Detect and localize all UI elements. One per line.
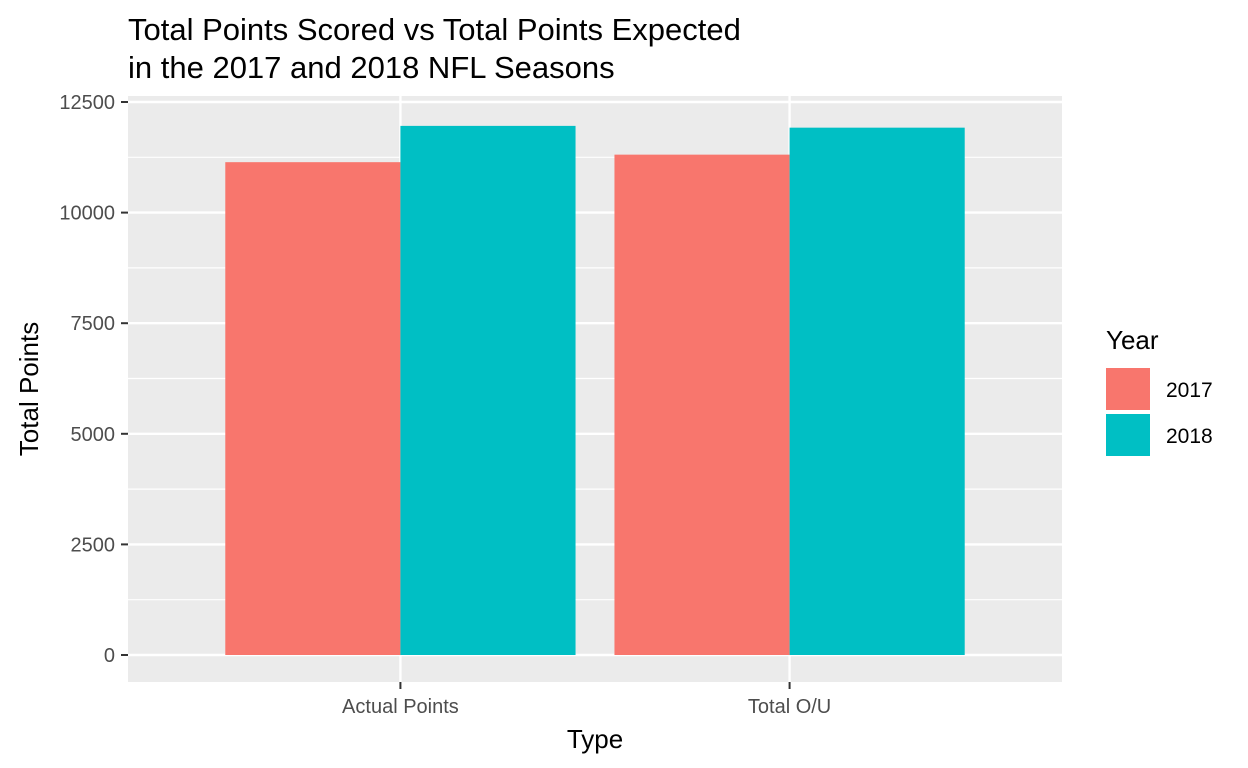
legend-label: 2018: [1166, 425, 1213, 448]
chart-title-line-1: Total Points Scored vs Total Points Expe…: [128, 12, 741, 47]
bar: [225, 162, 401, 656]
axes: 0 2500 5000 7500 10000 12500 Actual Points Tota…: [59, 92, 831, 718]
legend-title: Year: [1106, 325, 1159, 355]
y-tick-label: 5000: [71, 424, 116, 446]
legend-swatch: [1106, 368, 1150, 410]
chart-title-line-2: in the 2017 and 2018 NFL Seasons: [128, 50, 615, 85]
y-tick-label: 7500: [71, 313, 116, 335]
legend: Year 2017 2018: [1106, 325, 1213, 456]
x-tick-label: Total O/U: [748, 696, 831, 718]
y-tick-label: 12500: [59, 92, 115, 114]
x-axis-title: Type: [567, 724, 623, 754]
y-tick-label: 2500: [71, 534, 116, 556]
bars: [225, 125, 965, 656]
x-tick-label: Actual Points: [342, 696, 459, 718]
legend-label: 2017: [1166, 379, 1213, 402]
bar: [400, 125, 576, 656]
y-tick-label: 0: [104, 645, 115, 667]
bar: [614, 154, 790, 655]
y-tick-label: 10000: [59, 203, 115, 225]
legend-swatch: [1106, 414, 1150, 456]
bar: [789, 127, 965, 656]
y-axis-title: Total Points: [14, 322, 44, 456]
